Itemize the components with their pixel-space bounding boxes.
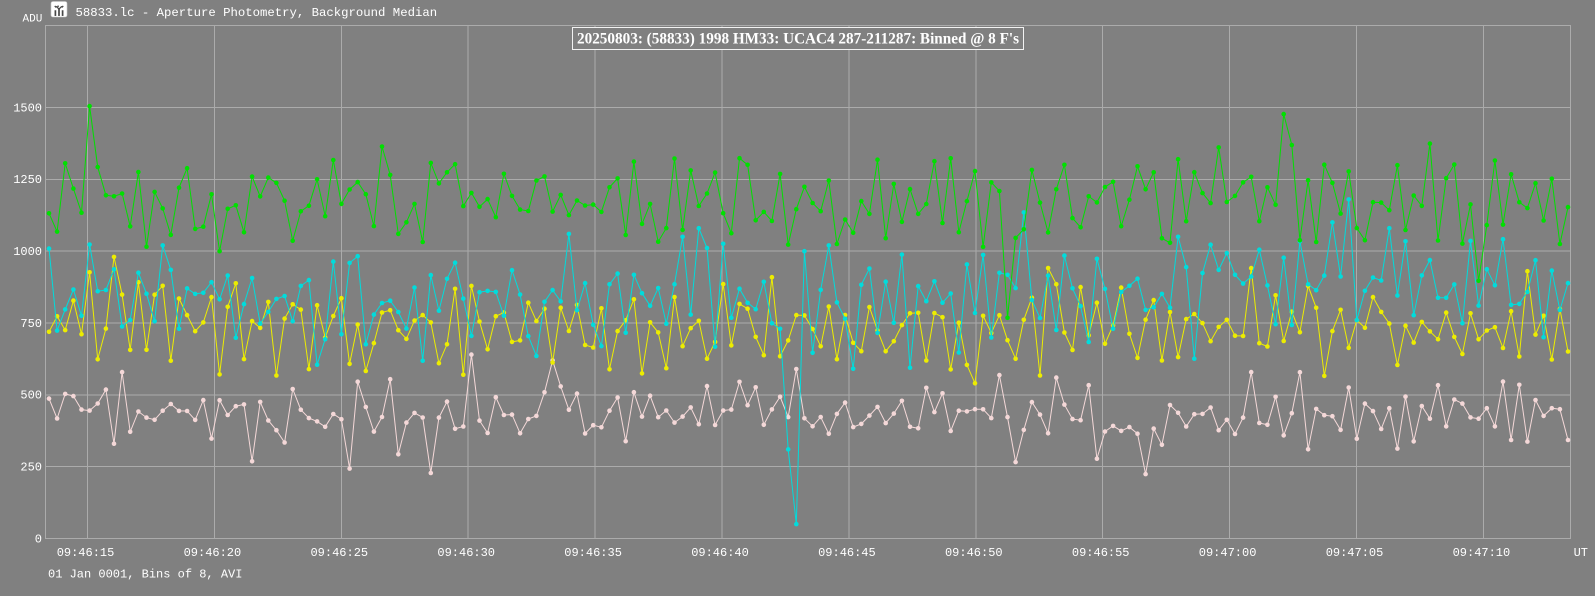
svg-text:09:46:50: 09:46:50 (945, 546, 1003, 560)
svg-text:09:46:25: 09:46:25 (310, 546, 368, 560)
svg-text:1250: 1250 (13, 173, 42, 187)
svg-text:09:47:10: 09:47:10 (1453, 546, 1511, 560)
svg-text:09:46:30: 09:46:30 (437, 546, 495, 560)
svg-text:09:46:20: 09:46:20 (184, 546, 242, 560)
svg-text:750: 750 (20, 317, 42, 331)
svg-text:ADU: ADU (23, 14, 43, 26)
svg-text:09:47:00: 09:47:00 (1199, 546, 1257, 560)
svg-text:09:46:40: 09:46:40 (691, 546, 749, 560)
svg-text:01 Jan 0001, Bins of 8, AVI: 01 Jan 0001, Bins of 8, AVI (48, 568, 242, 582)
svg-text:0: 0 (35, 533, 42, 547)
svg-text:UT: UT (1574, 546, 1588, 560)
svg-text:1000: 1000 (13, 245, 42, 259)
svg-text:20250803: (58833) 1998 HM33: U: 20250803: (58833) 1998 HM33: UCAC4 287-2… (577, 31, 1019, 48)
svg-text:09:46:55: 09:46:55 (1072, 546, 1130, 560)
svg-text:09:47:05: 09:47:05 (1326, 546, 1384, 560)
svg-text:09:46:35: 09:46:35 (564, 546, 622, 560)
svg-text:09:46:15: 09:46:15 (57, 546, 115, 560)
svg-text:1500: 1500 (13, 101, 42, 115)
svg-text:250: 250 (20, 460, 42, 474)
svg-text:58833.lc - Aperture Photometry: 58833.lc - Aperture Photometry, Backgrou… (76, 6, 438, 20)
svg-text:500: 500 (20, 389, 42, 403)
svg-text:09:46:45: 09:46:45 (818, 546, 876, 560)
